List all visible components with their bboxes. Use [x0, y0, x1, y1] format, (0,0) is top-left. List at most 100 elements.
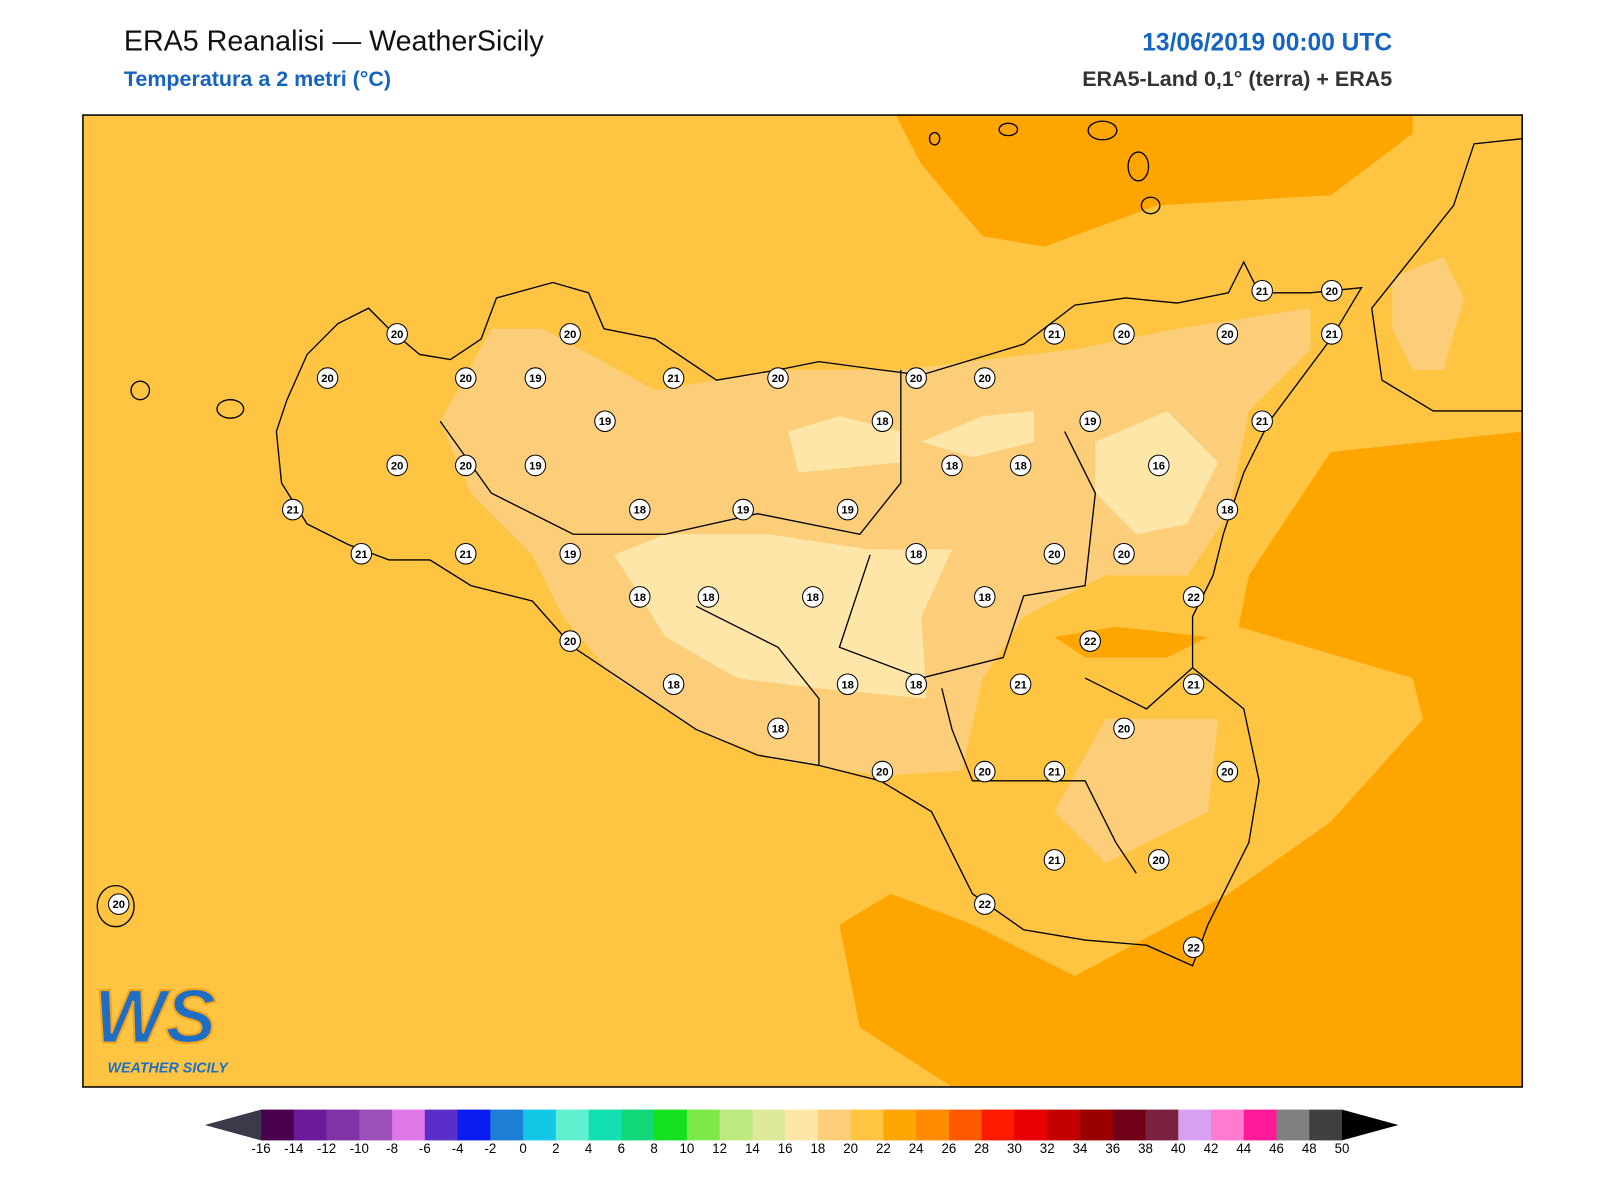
station-marker — [559, 542, 581, 565]
colorbar-tick-label: 50 — [1335, 1141, 1350, 1156]
station-value: 18 — [979, 592, 992, 604]
title: ERA5 Reanalisi — WeatherSicily — [124, 26, 544, 58]
station-value: 21 — [1256, 286, 1269, 298]
station-value: 19 — [599, 416, 612, 428]
station: 20 — [1216, 760, 1239, 783]
colorbar-segment — [785, 1109, 819, 1141]
station-value: 18 — [634, 505, 647, 517]
station-value: 20 — [772, 373, 785, 385]
station-value: 21 — [1048, 855, 1061, 867]
station-marker — [559, 630, 581, 652]
station-marker — [629, 586, 651, 608]
station: 22 — [1079, 630, 1101, 652]
station: 22 — [1182, 936, 1205, 959]
station-value: 19 — [564, 549, 577, 561]
station: 18 — [941, 454, 963, 477]
station: 21 — [350, 542, 373, 565]
station-value: 20 — [1153, 855, 1166, 867]
province-border — [838, 431, 1097, 679]
station-marker — [732, 498, 754, 521]
station: 18 — [871, 410, 894, 433]
station: 16 — [1148, 454, 1170, 477]
station: 21 — [1043, 323, 1066, 345]
station: 20 — [1113, 542, 1135, 565]
colorbar-segment — [457, 1109, 491, 1141]
station-value: 20 — [391, 460, 404, 472]
logo-name: WEATHER SICILY — [107, 1060, 229, 1076]
station: 18 — [905, 542, 927, 565]
colorbar-tick-label: 18 — [811, 1141, 826, 1156]
island — [928, 131, 941, 146]
colorbar-tick-label: 20 — [843, 1141, 858, 1156]
station: 20 — [316, 367, 339, 389]
colorbar-segment — [490, 1109, 524, 1141]
station: 21 — [1043, 849, 1066, 871]
station-value: 18 — [807, 592, 820, 604]
colorbar-tick-label: 10 — [679, 1141, 694, 1156]
colorbar-segment — [686, 1109, 721, 1141]
coastline — [1371, 138, 1523, 412]
station: 20 — [1148, 849, 1170, 871]
colorbar-segment — [392, 1109, 426, 1141]
station: 21 — [455, 542, 477, 565]
station: 18 — [802, 586, 824, 608]
station-value: 20 — [979, 373, 992, 385]
stations: 20 20 20 20 19 21 20 19 20 20 19 21 21 21 19 18 19 19 18 20… — [107, 279, 1343, 959]
station-value: 20 — [1118, 549, 1131, 561]
station-value: 22 — [1187, 942, 1200, 954]
station-marker — [455, 367, 477, 389]
field-cold — [788, 416, 901, 473]
colorbar-segment — [1145, 1109, 1179, 1141]
colorbar-tick-label: 22 — [876, 1141, 891, 1156]
station: 18 — [629, 586, 651, 608]
island — [1140, 196, 1161, 215]
island — [1087, 120, 1118, 141]
colorbar-tick-label: -10 — [350, 1141, 369, 1156]
station-value: 22 — [1187, 592, 1200, 604]
station: 20 — [1043, 542, 1066, 565]
station-value: 20 — [112, 899, 125, 911]
date: 13/06/2019 00:00 UTC — [1142, 30, 1392, 57]
station: 19 — [1079, 410, 1101, 433]
colorbar-segment — [523, 1109, 557, 1141]
station-value: 18 — [876, 416, 889, 428]
station-marker — [455, 454, 477, 477]
colorbar-segment — [1309, 1109, 1343, 1141]
station-marker — [386, 323, 408, 345]
field-cool — [1054, 719, 1219, 864]
station-marker — [836, 673, 859, 696]
colorbar-segment — [719, 1109, 753, 1141]
map-field — [82, 114, 1523, 1088]
station-marker — [1148, 454, 1170, 477]
station-value: 22 — [1084, 636, 1097, 648]
station-value: 19 — [1084, 416, 1097, 428]
colorbar-tick-label: 46 — [1269, 1141, 1284, 1156]
station-value: 21 — [1326, 329, 1339, 341]
station-marker — [941, 454, 963, 477]
station-marker — [107, 893, 130, 915]
province-border — [439, 369, 902, 535]
colorbar-tick-label: 36 — [1105, 1141, 1120, 1156]
colorbar-segment — [326, 1109, 360, 1141]
station: 18 — [836, 673, 859, 696]
colorbar-segment — [1276, 1109, 1310, 1141]
station-marker — [1043, 323, 1066, 345]
station: 20 — [107, 893, 130, 915]
station-marker — [1043, 760, 1066, 783]
station-value: 18 — [772, 723, 785, 735]
colorbar-tick-label: -4 — [452, 1141, 464, 1156]
station-marker — [1182, 673, 1205, 696]
station-marker — [1321, 323, 1343, 345]
colorbar: -16 -14 -12 -10 -8 -6 -4 -2 0 2 4 6 8 10 12 14 16 18 20 22 2… — [204, 1109, 1399, 1156]
station-value: 19 — [841, 505, 854, 517]
station-value: 20 — [910, 373, 923, 385]
logo-mark: WS — [94, 974, 216, 1059]
station-marker — [1113, 542, 1135, 565]
station-marker — [524, 454, 547, 477]
colorbar-tick-label: 26 — [942, 1141, 957, 1156]
station-marker — [559, 323, 581, 345]
colorbar-tick-label: 14 — [745, 1141, 760, 1156]
station-value: 19 — [529, 460, 542, 472]
station: 20 — [559, 630, 581, 652]
